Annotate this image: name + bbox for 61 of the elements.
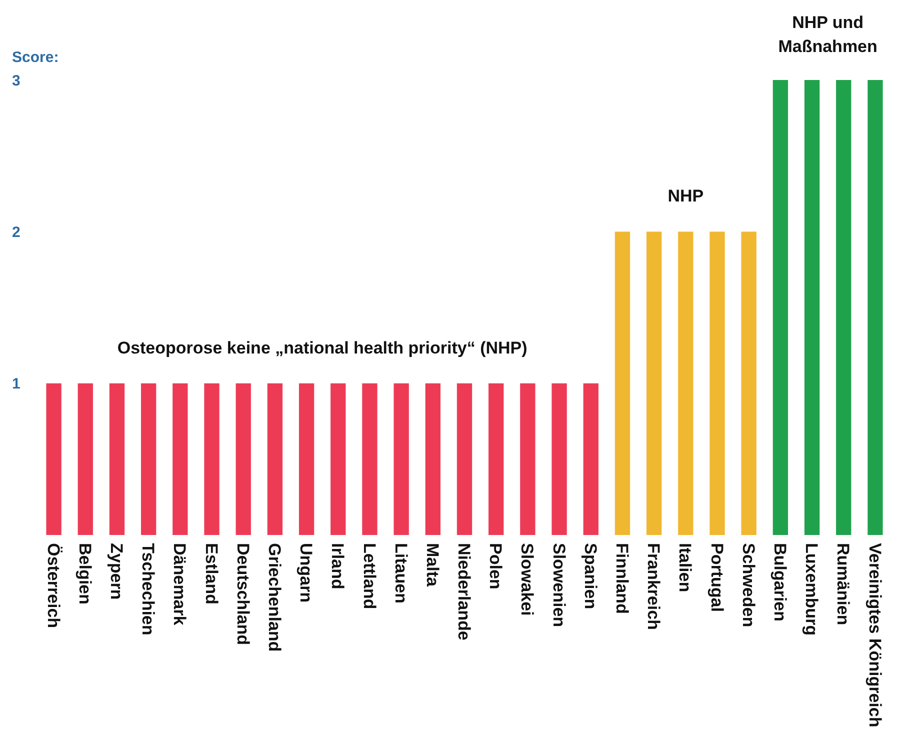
- x-tick-label: Schweden: [738, 543, 758, 628]
- x-tick-label: Irland: [328, 543, 348, 590]
- x-tick-label: Spanien: [580, 543, 600, 610]
- x-tick-label: Ungarn: [296, 543, 316, 602]
- x-tick-label: Niederlande: [454, 543, 474, 640]
- bar: [46, 383, 62, 535]
- bar: [678, 232, 694, 535]
- text: NHP und Maßnahmen: [778, 13, 878, 56]
- x-tick-label: Italien: [676, 543, 695, 592]
- x-tick-label: Finnland: [612, 543, 632, 614]
- x-tick-label: Bulgarien: [770, 543, 790, 622]
- bar: [425, 383, 440, 535]
- annotation: Osteoporose keine „national health priority“ (NHP): [117, 338, 528, 358]
- x-tick-label: Luxemburg: [802, 543, 822, 636]
- x-tick-label: Portugal: [707, 543, 726, 612]
- x-tick-label: Dänemark: [170, 543, 190, 626]
- bar: [172, 383, 188, 535]
- bar: [394, 383, 409, 535]
- x-tick-label: Zypern: [107, 543, 126, 600]
- bar: [140, 383, 156, 535]
- bar: [836, 80, 852, 535]
- x-tick-label: Polen: [486, 543, 506, 590]
- bar: [552, 383, 567, 535]
- bar: [710, 232, 725, 535]
- x-tick-label: Frankreich: [644, 543, 664, 630]
- bar: [646, 232, 662, 535]
- x-tick-label: Litauen: [391, 543, 410, 604]
- bar: [741, 232, 756, 535]
- x-tick-label: Österreich: [44, 543, 63, 628]
- x-tick-label: Lettland: [360, 543, 379, 610]
- bar: [330, 383, 346, 535]
- bar: [267, 383, 283, 535]
- y-axis-title: Score:: [12, 49, 59, 66]
- bar: [520, 383, 536, 535]
- bar: [109, 383, 125, 535]
- bar: [772, 80, 788, 535]
- bar: [78, 383, 93, 535]
- x-tick-label: Estland: [202, 543, 221, 604]
- bar: [362, 383, 378, 535]
- x-tick-label: Vereinigtes Königreich: [865, 543, 884, 728]
- x-tick-label: Griechenland: [264, 543, 284, 652]
- bar: [204, 383, 220, 535]
- y-tick-label: 3: [12, 72, 20, 90]
- x-tick-label: Belgien: [75, 543, 94, 604]
- bar: [236, 383, 251, 535]
- bar: [804, 80, 820, 535]
- bar: [488, 383, 504, 535]
- bar: [614, 232, 630, 535]
- bar: [298, 383, 314, 535]
- x-tick-label: Slowakei: [518, 543, 537, 616]
- y-tick-label: 1: [12, 376, 20, 393]
- x-tick-label: Slowenien: [549, 543, 568, 628]
- annotation: NHP: [668, 186, 704, 206]
- y-tick-label: 2: [12, 224, 20, 241]
- bar: [868, 80, 883, 535]
- bar: [456, 383, 472, 535]
- x-tick-label: Deutschland: [233, 543, 252, 646]
- x-tick-label: Tschechien: [138, 543, 158, 636]
- x-tick-label: Malta: [422, 543, 442, 587]
- x-tick-label: Rumänien: [834, 543, 853, 626]
- bar: [583, 383, 598, 535]
